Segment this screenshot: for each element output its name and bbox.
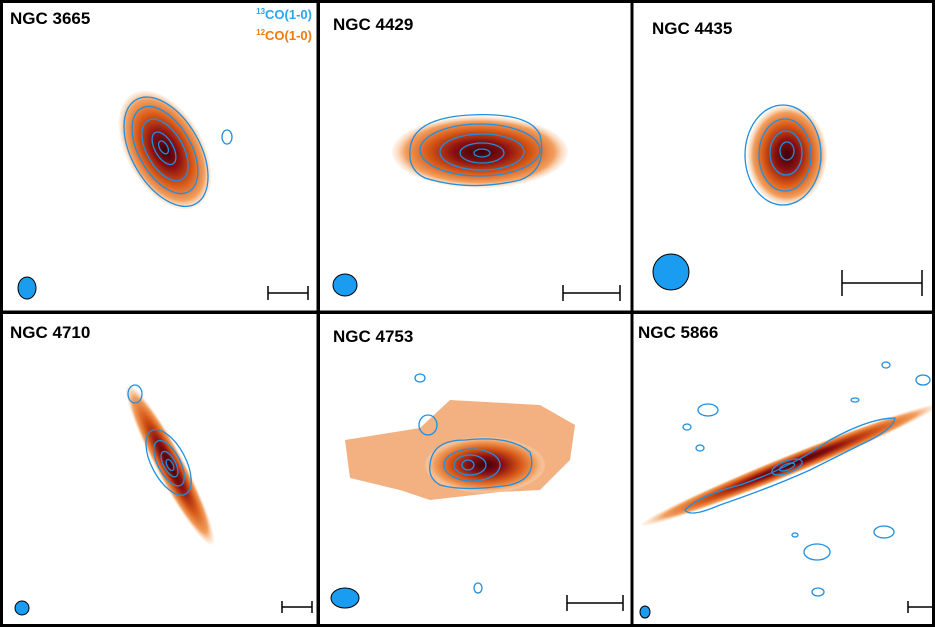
emission (118, 90, 212, 210)
panel-title: NGC 5866 (638, 323, 718, 342)
beam (652, 253, 690, 291)
panel: NGC 5866 (638, 323, 935, 619)
scale-bar (267, 286, 309, 300)
contours (744, 104, 822, 206)
emission (641, 404, 935, 526)
contours (414, 373, 533, 594)
panel: NGC 4435 (652, 19, 923, 296)
beam (14, 600, 30, 616)
emission (392, 116, 568, 188)
beam (639, 605, 651, 619)
panel: NGC 4753 (330, 327, 624, 611)
panel: NGC 3665 13CO(1-0) 12CO(1-0) (10, 7, 312, 300)
beam (332, 273, 358, 297)
legend-entry: 12CO(1-0) (256, 28, 312, 43)
scale-bar (566, 595, 624, 611)
contours (409, 114, 543, 187)
contours (123, 96, 209, 208)
beam (330, 587, 360, 609)
panel: NGC 4710 (10, 323, 313, 616)
contours (682, 361, 931, 597)
legend-entry: 13CO(1-0) (256, 7, 312, 22)
panel-title: NGC 4429 (333, 15, 413, 34)
emission (125, 385, 215, 545)
panel-title: NGC 4435 (652, 19, 732, 38)
panel-title: NGC 4710 (10, 323, 90, 342)
contours (145, 428, 192, 496)
scale-bar (562, 285, 621, 301)
scale-bar (841, 270, 923, 296)
panel-title: NGC 3665 (10, 9, 90, 28)
scale-bar (907, 601, 935, 613)
beam (17, 276, 37, 300)
scale-bar (281, 601, 313, 613)
panel: NGC 4429 (332, 15, 621, 301)
panel-title: NGC 4753 (333, 327, 413, 346)
